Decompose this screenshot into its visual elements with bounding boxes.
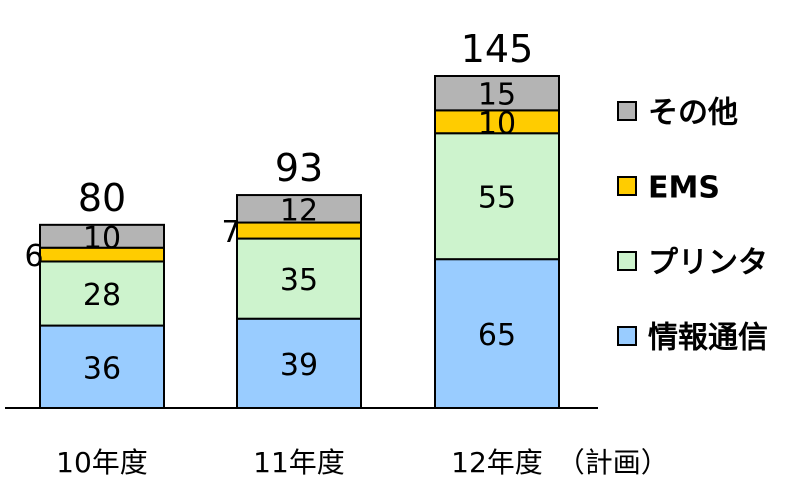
legend-swatch-2 xyxy=(617,176,637,196)
bar-segment-2-cat-1 xyxy=(39,260,165,327)
value-label-1-cat-1: 36 xyxy=(83,351,121,386)
total-label-cat-2: 93 xyxy=(275,146,323,190)
value-label-2-cat-3: 55 xyxy=(478,181,516,216)
legend-label-2: EMS xyxy=(648,171,720,206)
total-label-cat-3: 145 xyxy=(461,27,534,71)
plot-area: 36286108010年度39357129311年度6555101514512年… xyxy=(24,27,668,477)
total-label-cat-1: 80 xyxy=(78,176,126,220)
category-label-3: 12年度 （計画） xyxy=(451,446,669,477)
value-label-4-cat-2: 12 xyxy=(280,193,318,228)
value-label-2-cat-1: 28 xyxy=(83,278,121,313)
bar-segment-1-cat-1 xyxy=(39,324,165,410)
category-label-2: 11年度 xyxy=(253,446,345,477)
value-label-3-cat-1: 6 xyxy=(24,239,43,274)
legend-swatch-1 xyxy=(617,101,637,121)
value-label-3-cat-3: 10 xyxy=(478,106,516,141)
legend-swatch-3 xyxy=(617,251,637,271)
value-label-1-cat-3: 65 xyxy=(478,318,516,353)
value-label-2-cat-2: 35 xyxy=(280,263,318,298)
legend-label-3: プリンタ xyxy=(648,246,768,281)
bar-segment-4-cat-2 xyxy=(236,194,362,224)
bar-segment-2-cat-3 xyxy=(434,132,560,261)
category-label-1: 10年度 xyxy=(56,446,148,477)
bar-segment-4-cat-1 xyxy=(39,223,165,249)
legend-swatch-4 xyxy=(617,326,637,346)
legend-label-4: 情報通信 xyxy=(648,321,768,356)
value-label-1-cat-2: 39 xyxy=(280,348,318,383)
value-label-3-cat-2: 7 xyxy=(221,215,240,250)
bar-segment-4-cat-3 xyxy=(434,75,560,112)
legend-label-1: その他 xyxy=(648,96,738,131)
value-label-4-cat-1: 10 xyxy=(83,221,121,256)
value-label-4-cat-3: 15 xyxy=(478,78,516,113)
